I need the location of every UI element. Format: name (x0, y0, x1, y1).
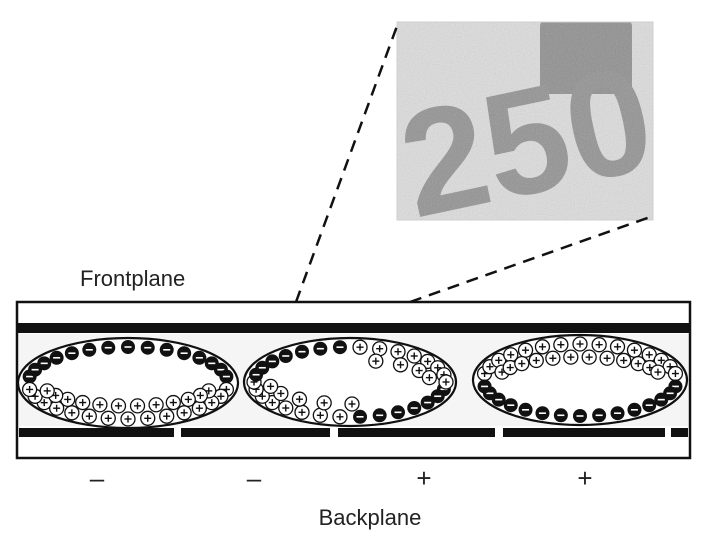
backplane-electrode-3 (338, 428, 495, 437)
frontplane-label: Frontplane (80, 266, 185, 291)
frontplane-electrode (17, 323, 690, 333)
microcapsule-1 (16, 336, 240, 430)
backplane-electrode-1 (19, 428, 174, 437)
backplane-electrode-2 (181, 428, 330, 437)
backplane-electrode-4 (503, 428, 665, 437)
display-cross-section (15, 300, 692, 460)
microcapsule-3 (471, 333, 689, 427)
zoom-line-left (294, 25, 399, 303)
magnified-inset: 250 (396, 21, 654, 221)
inset-border (396, 21, 654, 221)
inset-grain (397, 22, 653, 220)
backplane-label: Backplane (319, 505, 422, 530)
backplane-electrodes (19, 428, 688, 437)
electrode-sign-2: – (247, 463, 262, 493)
microcapsules (16, 333, 689, 430)
microcapsule-2 (242, 336, 458, 428)
electrode-sign-3: + (416, 463, 431, 493)
electrode-signs: – – + + (90, 463, 593, 493)
zoom-line-right (409, 214, 654, 304)
electrode-sign-1: – (90, 463, 105, 493)
electrode-sign-4: + (577, 463, 592, 493)
backplane-electrode-5 (671, 428, 688, 437)
